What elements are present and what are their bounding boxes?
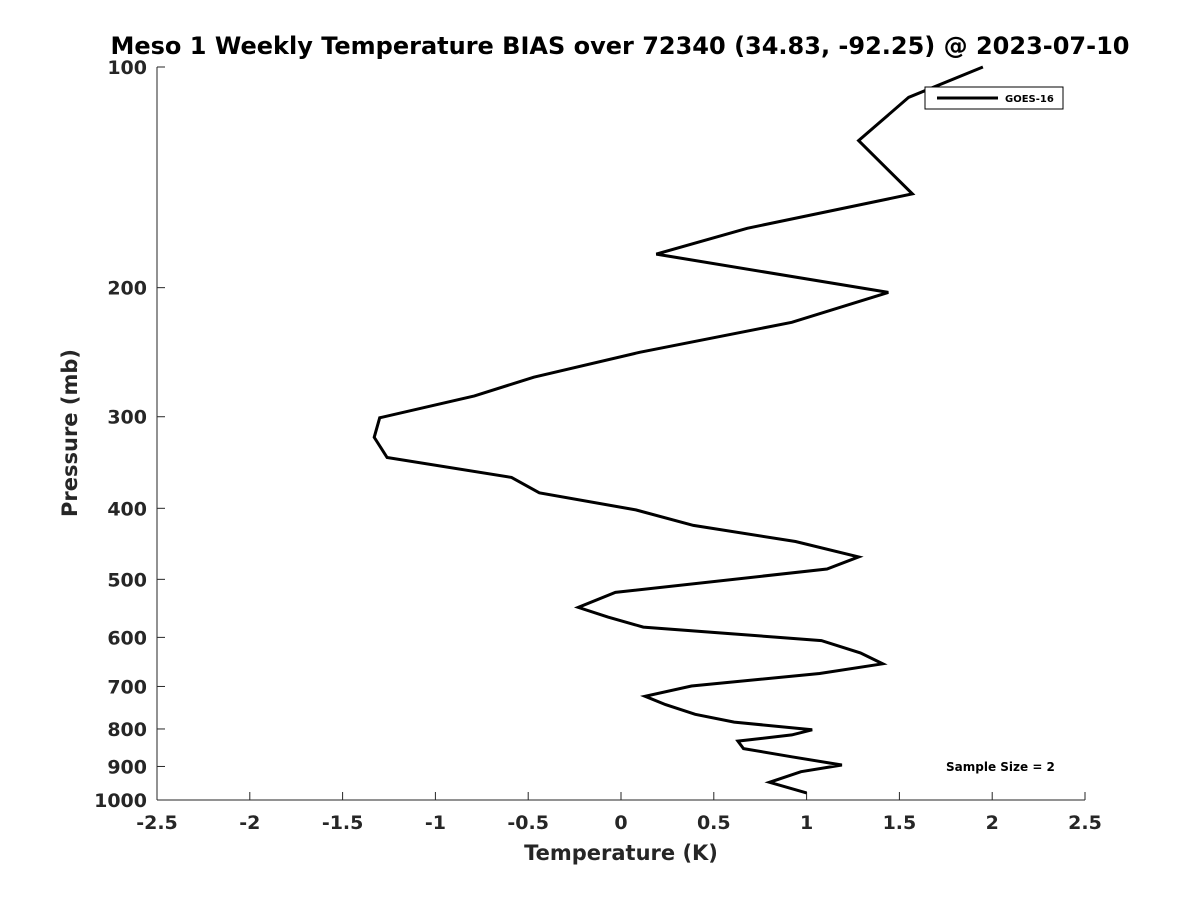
chart-title: Meso 1 Weekly Temperature BIAS over 7234… <box>110 32 1129 60</box>
y-tick-label: 400 <box>107 498 147 520</box>
plot-area <box>156 67 1085 801</box>
x-tick-label: -2 <box>239 812 260 834</box>
y-tick-label: 300 <box>107 407 147 429</box>
y-tick-label: 1000 <box>94 790 147 812</box>
x-tick-label: 1 <box>800 812 813 834</box>
y-tick-label: 200 <box>107 278 147 300</box>
x-tick-label: 0 <box>614 812 627 834</box>
y-tick-label: 100 <box>107 57 147 79</box>
y-tick-label: 700 <box>107 676 147 698</box>
x-tick-label: 2 <box>986 812 999 834</box>
x-tick-label: 2.5 <box>1068 812 1102 834</box>
y-tick-label: 500 <box>107 569 147 591</box>
legend-label-goes-16: GOES-16 <box>1005 94 1054 105</box>
y-ticks: 100 200 300 400 500 600 700 800 900 1000 <box>94 57 165 812</box>
x-tick-label: 1.5 <box>883 812 917 834</box>
y-tick-label: 900 <box>107 756 147 778</box>
x-axis-label: Temperature (K) <box>524 841 718 865</box>
x-tick-label: -2.5 <box>136 812 178 834</box>
y-tick-label: 800 <box>107 719 147 741</box>
x-tick-label: -0.5 <box>507 812 549 834</box>
x-tick-label: -1 <box>425 812 446 834</box>
x-ticks: -2.5 -2 -1.5 -1 -0.5 0 0.5 1 1.5 2 2.5 <box>136 792 1102 834</box>
y-tick-label: 600 <box>107 627 147 649</box>
series-layer <box>372 65 984 795</box>
sample-size-annotation: Sample Size = 2 <box>946 760 1055 774</box>
x-tick-label: 0.5 <box>697 812 731 834</box>
y-axis-label: Pressure (mb) <box>58 349 82 517</box>
legend: GOES-16 <box>924 86 1064 110</box>
series-line-goes-16 <box>372 65 984 795</box>
x-tick-label: -1.5 <box>322 812 364 834</box>
